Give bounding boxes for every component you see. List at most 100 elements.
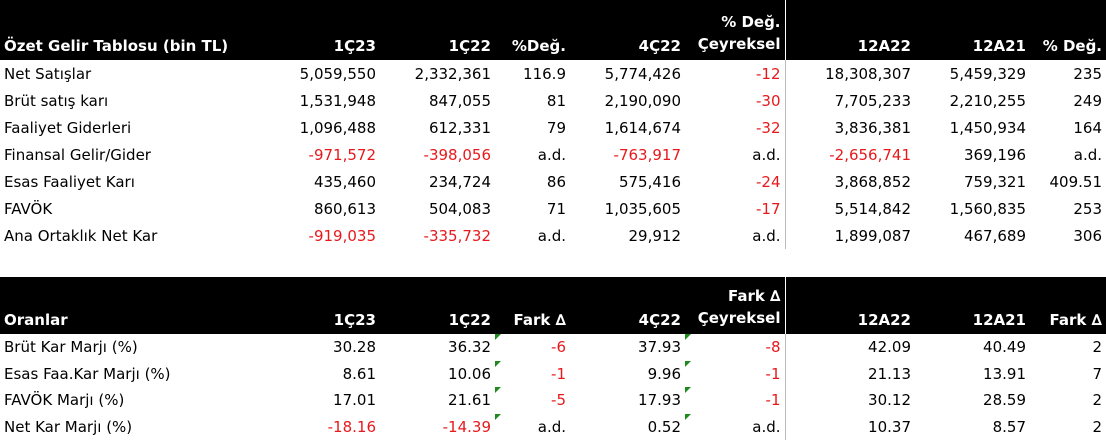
- table-cell: -971,572: [250, 141, 380, 168]
- table-cell: -763,917: [570, 141, 685, 168]
- table-cell: -1: [685, 387, 785, 414]
- table-cell: -6: [495, 334, 570, 361]
- ratios-header-7: 12A21: [915, 277, 1030, 334]
- income-header-6: 12A22: [785, 0, 915, 60]
- table-cell: -32: [685, 114, 785, 141]
- income-header-5-line2: Çeyreksel: [689, 33, 781, 55]
- income-header-3: %Değ.: [495, 0, 570, 60]
- table-cell: 13.91: [915, 361, 1030, 388]
- table-cell: 860,613: [250, 195, 380, 222]
- table-cell: a.d.: [685, 222, 785, 249]
- table-cell: 369,196: [915, 141, 1030, 168]
- table-cell: 467,689: [915, 222, 1030, 249]
- table-cell: -14.39: [380, 414, 495, 440]
- table-cell: -18.16: [250, 414, 380, 440]
- table-cell: 36.32: [380, 334, 495, 361]
- table-cell: 8.57: [915, 414, 1030, 440]
- table-cell: 17.93: [570, 387, 685, 414]
- table-cell: -398,056: [380, 141, 495, 168]
- ratios-header-6: 12A22: [785, 277, 915, 334]
- row-label: FAVÖK Marjı (%): [0, 387, 250, 414]
- table-cell: 86: [495, 168, 570, 195]
- table-cell: 2,210,255: [915, 87, 1030, 114]
- table-cell: 2: [1030, 414, 1106, 440]
- income-header-5-line1: % Değ.: [689, 11, 781, 33]
- table-cell: 1,614,674: [570, 114, 685, 141]
- table-cell: 249: [1030, 87, 1106, 114]
- table-cell: 0.52: [570, 414, 685, 440]
- table-cell: 2,332,361: [380, 60, 495, 87]
- table-cell: 1,531,948: [250, 87, 380, 114]
- row-label: Net Kar Marjı (%): [0, 414, 250, 440]
- row-label: Ana Ortaklık Net Kar: [0, 222, 250, 249]
- income-header-8: % Değ.: [1030, 0, 1106, 60]
- table-cell: -335,732: [380, 222, 495, 249]
- income-header-2: 1Ç22: [380, 0, 495, 60]
- income-header-7: 12A21: [915, 0, 1030, 60]
- table-cell: -1: [495, 361, 570, 388]
- table-cell: -17: [685, 195, 785, 222]
- ratios-header-8: Fark ∆: [1030, 277, 1106, 334]
- table-cell: 10.06: [380, 361, 495, 388]
- table-cell: -24: [685, 168, 785, 195]
- ratios-header-5: Fark ∆Çeyreksel: [685, 277, 785, 334]
- table-cell: -12: [685, 60, 785, 87]
- table-cell: 37.93: [570, 334, 685, 361]
- table-cell: 759,321: [915, 168, 1030, 195]
- income-header-1: 1Ç23: [250, 0, 380, 60]
- table-cell: 29,912: [570, 222, 685, 249]
- table-row: Finansal Gelir/Gider-971,572-398,056 a.d.…: [0, 141, 1106, 168]
- row-label: Esas Faa.Kar Marjı (%): [0, 361, 250, 388]
- table-cell: 40.49: [915, 334, 1030, 361]
- row-label: Brüt Kar Marjı (%): [0, 334, 250, 361]
- table-cell: 9.96: [570, 361, 685, 388]
- table-cell: 8.61: [250, 361, 380, 388]
- table-cell: a.d.: [495, 222, 570, 249]
- table-cell: 164: [1030, 114, 1106, 141]
- table-cell: 2,190,090: [570, 87, 685, 114]
- table-cell: 5,059,550: [250, 60, 380, 87]
- row-label: Faaliyet Giderleri: [0, 114, 250, 141]
- ratios-header-5-line1: Fark ∆: [689, 285, 781, 307]
- table-cell: -8: [685, 334, 785, 361]
- table-cell: 1,560,835: [915, 195, 1030, 222]
- table-cell: a.d.: [1030, 141, 1106, 168]
- table-cell: 253: [1030, 195, 1106, 222]
- table-cell: 7,705,233: [785, 87, 915, 114]
- table-cell: 18,308,307: [785, 60, 915, 87]
- income-header-0: Özet Gelir Tablosu (bin TL): [0, 0, 250, 60]
- table-cell: 2: [1030, 334, 1106, 361]
- table-cell: a.d.: [685, 414, 785, 440]
- table-cell: -919,035: [250, 222, 380, 249]
- table-cell: 3,836,381: [785, 114, 915, 141]
- row-label: Finansal Gelir/Gider: [0, 141, 250, 168]
- table-cell: 71: [495, 195, 570, 222]
- table-cell: 116.9: [495, 60, 570, 87]
- table-cell: 81: [495, 87, 570, 114]
- row-label: Brüt satış karı: [0, 87, 250, 114]
- ratios-header-3: Fark ∆: [495, 277, 570, 334]
- table-cell: -30: [685, 87, 785, 114]
- income-header-4: 4Ç22: [570, 0, 685, 60]
- table-cell: 3,868,852: [785, 168, 915, 195]
- table-cell: 28.59: [915, 387, 1030, 414]
- table-cell: -5: [495, 387, 570, 414]
- table-cell: 1,450,934: [915, 114, 1030, 141]
- table-cell: 5,514,842: [785, 195, 915, 222]
- income-header-5: % Değ.Çeyreksel: [685, 0, 785, 60]
- table-cell: 21.61: [380, 387, 495, 414]
- table-cell: 409.51: [1030, 168, 1106, 195]
- ratios-header-2: 1Ç22: [380, 277, 495, 334]
- ratios-header-0: Oranlar: [0, 277, 250, 334]
- table-cell: a.d.: [495, 414, 570, 440]
- table-cell: 504,083: [380, 195, 495, 222]
- table-cell: 1,035,605: [570, 195, 685, 222]
